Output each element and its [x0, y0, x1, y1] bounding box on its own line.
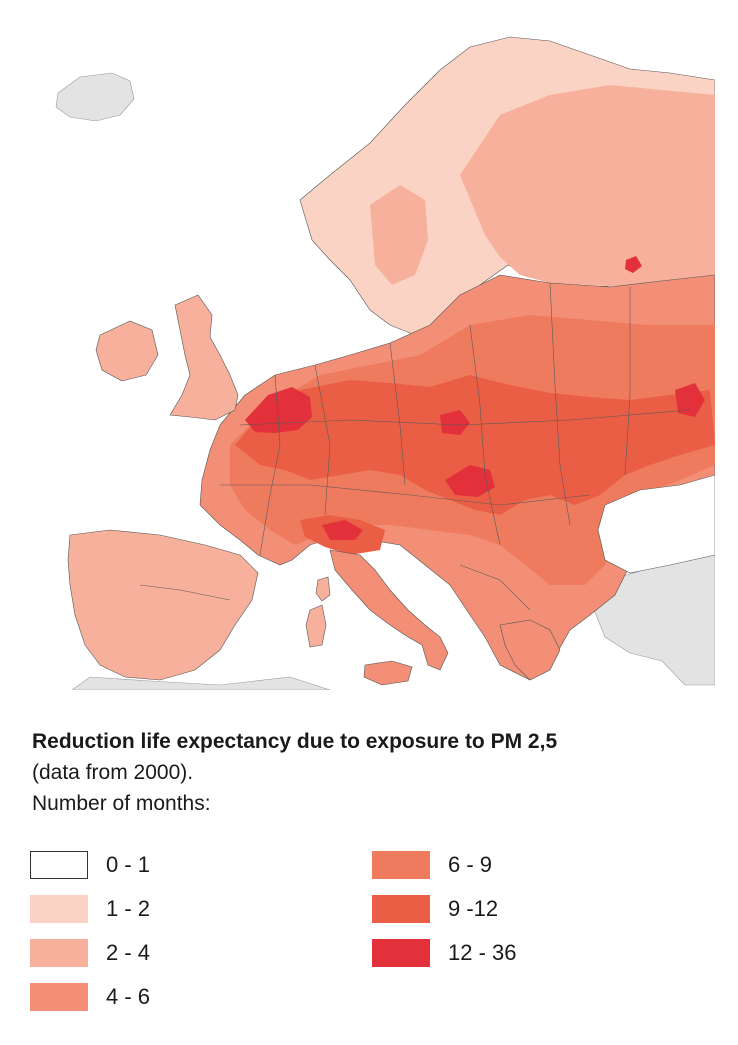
legend-swatch: [372, 895, 430, 923]
greece-region: [499, 619, 561, 681]
sicily-region: [363, 660, 413, 686]
ukraine-hotspot: [675, 383, 705, 417]
legend-swatch: [30, 939, 88, 967]
legend-item: 1 - 2: [30, 894, 150, 924]
legend-swatch: [30, 851, 88, 879]
sardinia-region: [305, 604, 327, 648]
legend-item: 6 - 9: [372, 850, 492, 880]
legend-item: 9 -12: [372, 894, 498, 924]
legend-swatch: [30, 983, 88, 1011]
corsica-region: [315, 576, 331, 602]
legend-label: 12 - 36: [448, 940, 517, 965]
legend-item: 2 - 4: [30, 938, 150, 968]
legend-label: 4 - 6: [106, 984, 151, 1009]
europe-map: [30, 25, 715, 690]
map-unit-label: Number of months:: [32, 792, 211, 815]
moscow-hotspot: [625, 256, 642, 273]
map-title: Reduction life expectancy due to exposur…: [32, 730, 558, 753]
benelux-hotspot: [245, 387, 312, 433]
country-borders: [139, 282, 691, 611]
north-africa-landmass: [71, 676, 331, 690]
uk-region: [169, 294, 239, 421]
legend-label: 9 -12: [448, 896, 499, 921]
poland-hotspot: [440, 410, 470, 435]
legend-item: 0 - 1: [30, 850, 150, 880]
legend-label: 1 - 2: [106, 896, 151, 921]
map-subtitle: (data from 2000).: [32, 761, 194, 784]
legend-swatch: [372, 851, 430, 879]
legend-label: 0 - 1: [106, 852, 151, 877]
iberia-region: [67, 529, 259, 681]
legend-swatch: [372, 939, 430, 967]
legend-item: 4 - 6: [30, 982, 150, 1012]
core-pollution-region: [235, 375, 715, 515]
legend-item: 12 - 36: [372, 938, 517, 968]
legend-swatch: [30, 895, 88, 923]
ireland-region: [95, 320, 159, 382]
map-caption: Reduction life expectancy due to exposur…: [32, 726, 712, 819]
nordic-east-region: [460, 85, 715, 287]
black-sea: [597, 474, 715, 574]
italy-region: [329, 549, 449, 671]
iceland-landmass: [55, 72, 135, 122]
legend-label: 2 - 4: [106, 940, 151, 965]
po-hotspot: [322, 520, 363, 540]
sweden-south-region: [370, 185, 428, 285]
legend-label: 6 - 9: [448, 852, 493, 877]
hungary-hotspot: [445, 465, 495, 497]
